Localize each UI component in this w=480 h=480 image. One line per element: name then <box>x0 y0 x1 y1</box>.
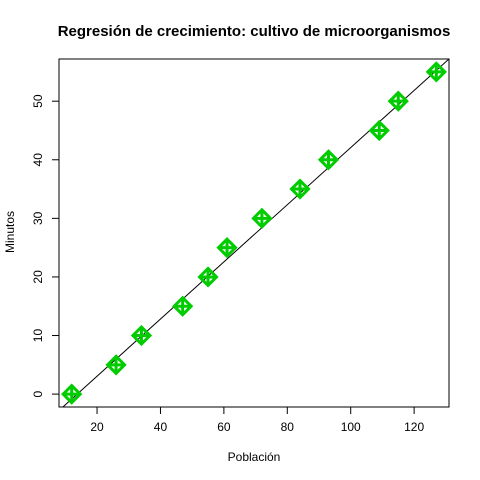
y-tick-label: 20 <box>31 270 45 284</box>
x-tick-label: 60 <box>217 420 231 434</box>
x-tick-label: 100 <box>341 420 361 434</box>
y-tick-label: 40 <box>31 153 45 167</box>
x-tick-label: 120 <box>404 420 424 434</box>
y-tick-label: 0 <box>31 390 45 397</box>
plot-frame <box>58 58 450 408</box>
data-point <box>289 178 311 200</box>
data-point <box>216 237 238 259</box>
y-tick-label: 50 <box>31 94 45 108</box>
plot-area: 20 40 60 80 100 120 0 10 20 30 40 50 <box>31 58 450 434</box>
y-tick-label: 10 <box>31 329 45 343</box>
y-axis-label: Minutos <box>3 211 17 253</box>
data-point <box>130 324 153 347</box>
data-point <box>61 383 83 405</box>
x-tick-label: 40 <box>154 420 168 434</box>
data-point <box>251 207 273 229</box>
data-point <box>368 119 390 142</box>
data-point <box>425 61 447 83</box>
y-tick-label: 30 <box>31 211 45 225</box>
data-point <box>387 90 409 112</box>
x-axis-label: Población <box>228 450 281 464</box>
data-point <box>105 354 127 376</box>
data-point <box>317 149 340 171</box>
data-point <box>172 295 194 317</box>
regression-line <box>62 59 449 407</box>
chart-title: Regresión de crecimiento: cultivo de mic… <box>58 23 451 40</box>
x-tick-label: 80 <box>281 420 295 434</box>
x-tick-label: 20 <box>90 420 104 434</box>
data-point <box>197 266 219 288</box>
